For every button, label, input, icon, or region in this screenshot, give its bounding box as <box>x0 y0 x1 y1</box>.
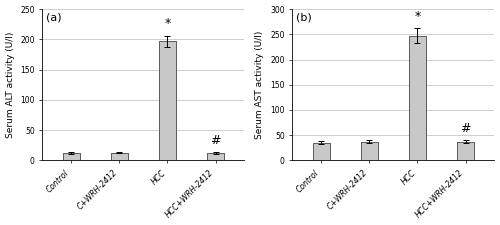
Y-axis label: Serum ALT activity (U/l): Serum ALT activity (U/l) <box>6 32 15 138</box>
Text: #: # <box>460 122 471 135</box>
Bar <box>409 36 426 160</box>
Bar <box>361 142 378 160</box>
Bar <box>313 143 330 160</box>
Text: *: * <box>164 17 170 30</box>
Text: (b): (b) <box>296 12 312 22</box>
Y-axis label: Serum AST activity (U/l): Serum AST activity (U/l) <box>256 31 264 139</box>
Text: *: * <box>414 10 420 23</box>
Bar <box>159 41 176 160</box>
Bar <box>457 142 474 160</box>
Text: (a): (a) <box>46 12 62 22</box>
Bar <box>62 153 80 160</box>
Text: #: # <box>210 134 221 147</box>
Bar <box>207 153 224 160</box>
Bar <box>111 153 128 160</box>
